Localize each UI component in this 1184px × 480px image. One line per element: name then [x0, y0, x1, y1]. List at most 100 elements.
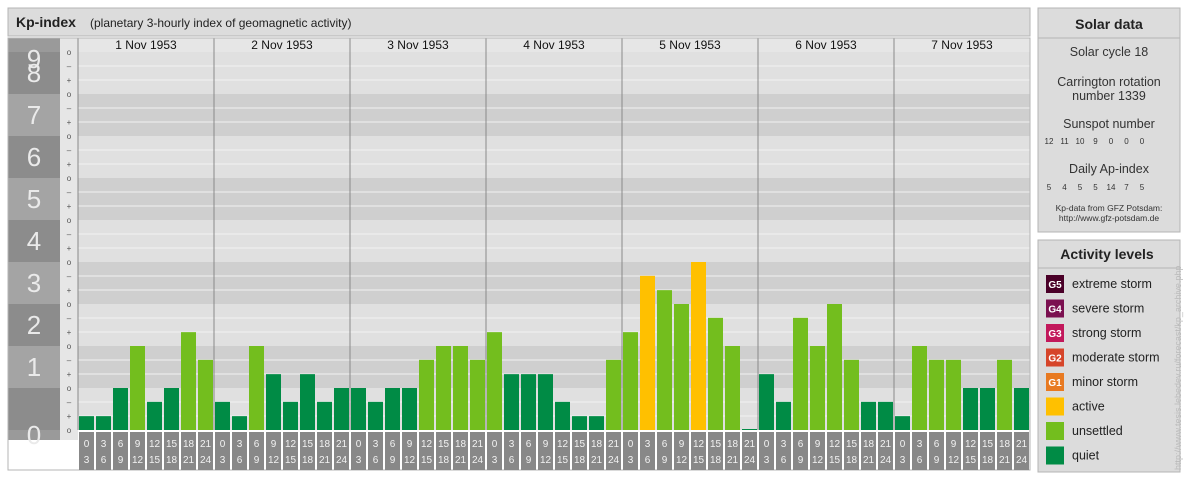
- y-subtick-label: +: [67, 328, 72, 337]
- kp-bar: [912, 346, 927, 430]
- carrington-line2: number 1339: [1072, 89, 1146, 103]
- slot-start-label: 6: [526, 439, 532, 450]
- solar-value: 5: [1078, 183, 1083, 192]
- solar-value: 9: [1093, 137, 1098, 146]
- ap-title: Daily Ap-index: [1069, 162, 1150, 176]
- source-line2[interactable]: http://www.gfz-potsdam.de: [1059, 213, 1159, 223]
- solar-value: 5: [1047, 183, 1052, 192]
- legend-code: G5: [1048, 280, 1062, 291]
- legend-swatch: [1046, 299, 1064, 318]
- kp-bar: [317, 401, 332, 430]
- slot-cell: [436, 432, 451, 470]
- slot-cell: [283, 432, 298, 470]
- slot-end-label: 6: [781, 455, 787, 466]
- legend-items: G5 extreme storm G4 severe storm G3 strong st…: [1046, 275, 1160, 465]
- kp-bar: [368, 401, 383, 430]
- slot-cell: [419, 432, 434, 470]
- slot-start-label: 15: [166, 439, 178, 450]
- header-bar: [7, 7, 1031, 37]
- y-subtick-label: o: [67, 132, 72, 141]
- slot-end-label: 18: [982, 455, 994, 466]
- day-label: 4 Nov 1953: [523, 38, 585, 52]
- legend-label: moderate storm: [1072, 351, 1160, 365]
- y-tick-label: 0: [27, 420, 41, 450]
- y-subtick-label: +: [67, 76, 72, 85]
- slot-end-label: 15: [693, 455, 705, 466]
- kp-bar: [691, 262, 706, 430]
- slot-end-label: 24: [472, 455, 484, 466]
- legend-swatch: [1046, 446, 1064, 465]
- y-subtick-label: –: [67, 104, 72, 113]
- slot-start-label: 6: [118, 439, 124, 450]
- day-label: 2 Nov 1953: [251, 38, 313, 52]
- slot-cell: [725, 432, 740, 470]
- legend-swatch: [1046, 373, 1064, 391]
- slot-end-label: 6: [101, 455, 107, 466]
- kp-bar: [351, 388, 366, 430]
- slot-start-label: 18: [863, 439, 875, 450]
- kp-bar: [878, 401, 893, 430]
- chart-subtitle: (planetary 3-hourly index of geomagnetic…: [90, 16, 351, 30]
- day-label: 3 Nov 1953: [387, 38, 449, 52]
- slot-cell: [368, 432, 383, 470]
- slot-cell: [776, 432, 791, 470]
- kp-bar: [793, 317, 808, 430]
- slot-start-label: 3: [101, 439, 107, 450]
- y-subtick-label: o: [67, 300, 72, 309]
- kp-bar: [266, 374, 281, 430]
- slot-end-label: 18: [846, 455, 858, 466]
- slot-cell: [759, 432, 774, 470]
- slot-end-label: 12: [948, 455, 960, 466]
- source-line1: Kp-data from GFZ Potsdam:: [1056, 203, 1163, 213]
- slot-start-label: 15: [302, 439, 314, 450]
- slot-end-label: 6: [509, 455, 515, 466]
- kp-bar: [470, 359, 485, 430]
- solar-value: 5: [1140, 183, 1145, 192]
- kp-bars: [79, 262, 1029, 430]
- slot-start-label: 0: [356, 439, 362, 450]
- slot-start-label: 9: [135, 439, 141, 450]
- slot-start-label: 15: [710, 439, 722, 450]
- y-subtick-label: –: [67, 314, 72, 323]
- slot-start-label: 12: [965, 439, 977, 450]
- kp-bar: [96, 416, 111, 430]
- plot-background: [7, 37, 1031, 471]
- slot-cell: [453, 432, 468, 470]
- slot-start-label: 9: [815, 439, 821, 450]
- slot-start-label: 3: [917, 439, 923, 450]
- slot-start-label: 21: [336, 439, 348, 450]
- slot-start-label: 0: [492, 439, 498, 450]
- slot-start-label: 15: [438, 439, 450, 450]
- y-subtick-label: +: [67, 412, 72, 421]
- slot-end-label: 3: [900, 455, 906, 466]
- slot-cell: [606, 432, 621, 470]
- kp-bar: [521, 374, 536, 430]
- slot-cell: [181, 432, 196, 470]
- slot-cell: [878, 432, 893, 470]
- slot-cell: [1014, 432, 1029, 470]
- kp-bar: [453, 346, 468, 430]
- slot-end-label: 15: [829, 455, 841, 466]
- slot-start-label: 9: [407, 439, 413, 450]
- slot-end-label: 3: [492, 455, 498, 466]
- slot-cell: [266, 432, 281, 470]
- y-tick-label: 9: [27, 44, 41, 74]
- legend-swatch: [1046, 275, 1064, 293]
- slot-cell: [334, 432, 349, 470]
- slot-end-label: 12: [540, 455, 552, 466]
- slot-cell: [147, 432, 162, 470]
- slot-cell: [402, 432, 417, 470]
- y-subtick-label: +: [67, 118, 72, 127]
- kp-bar: [249, 346, 264, 430]
- y-subtick-label: o: [67, 174, 72, 183]
- slot-cell: [997, 432, 1012, 470]
- slot-end-label: 18: [302, 455, 314, 466]
- slot-cell: [317, 432, 332, 470]
- slot-cell: [504, 432, 519, 470]
- slot-start-label: 21: [1016, 439, 1028, 450]
- slot-cell: [895, 432, 910, 470]
- slot-cell: [657, 432, 672, 470]
- legend-swatch: [1046, 422, 1064, 440]
- kp-bar: [844, 359, 859, 430]
- kp-bar: [810, 346, 825, 430]
